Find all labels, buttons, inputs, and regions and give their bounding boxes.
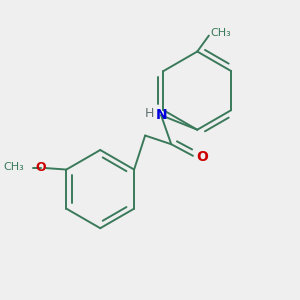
Text: CH₃: CH₃: [210, 28, 231, 38]
Text: O: O: [35, 161, 46, 174]
Text: H: H: [145, 107, 154, 120]
Text: O: O: [196, 150, 208, 164]
Text: N: N: [155, 108, 167, 122]
Text: CH₃: CH₃: [4, 162, 24, 172]
